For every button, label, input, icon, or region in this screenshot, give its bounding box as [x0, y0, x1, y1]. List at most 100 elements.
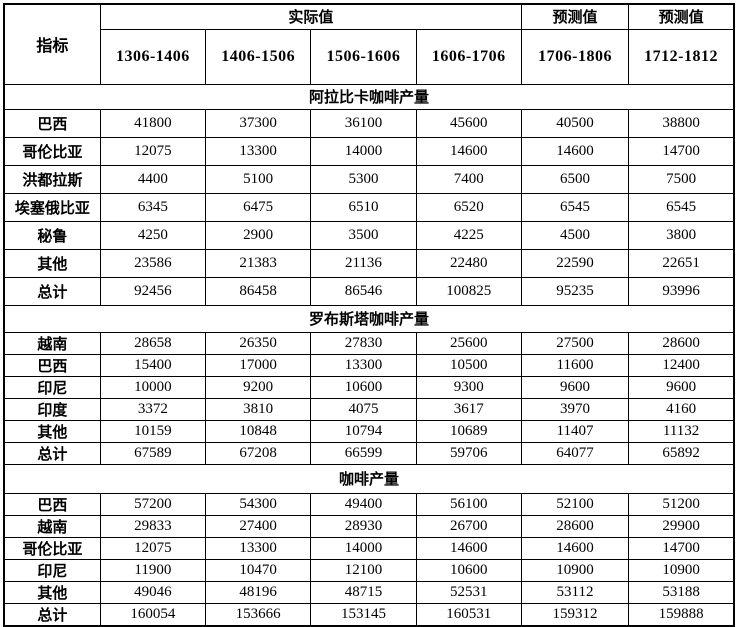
table-row: 其他 10159 10848 10794 10689 11407 11132 — [3, 419, 735, 443]
section-band-row: 阿拉比卡咖啡产量 — [3, 83, 735, 110]
row-label: 其他 — [3, 248, 101, 278]
row-label: 印尼 — [3, 558, 101, 582]
value-cell: 11132 — [628, 419, 735, 443]
value-cell: 13300 — [205, 136, 312, 166]
value-cell: 3617 — [415, 397, 522, 421]
value-cell: 28658 — [99, 331, 207, 355]
table-row: 其他 49046 48196 48715 52531 53112 53188 — [3, 580, 735, 604]
period-column-header: 1706-1806 — [520, 28, 630, 85]
value-cell: 49046 — [99, 580, 207, 604]
value-cell: 6545 — [520, 192, 630, 222]
value-cell: 9600 — [628, 375, 735, 399]
value-cell: 4500 — [520, 220, 630, 250]
section-title: 罗布斯塔咖啡产量 — [3, 304, 735, 333]
value-cell: 4225 — [415, 220, 522, 250]
row-label: 埃塞俄比亚 — [3, 192, 101, 222]
value-cell: 65892 — [628, 441, 735, 465]
row-label: 巴西 — [3, 353, 101, 377]
row-label: 总计 — [3, 441, 101, 465]
value-cell: 14700 — [628, 136, 735, 166]
value-cell: 3800 — [628, 220, 735, 250]
row-label: 哥伦比亚 — [3, 136, 101, 166]
value-cell: 59706 — [415, 441, 522, 465]
value-cell: 53112 — [520, 580, 630, 604]
table-row: 越南 28658 26350 27830 25600 27500 28600 — [3, 331, 735, 355]
value-cell: 100825 — [415, 276, 522, 306]
value-cell: 160054 — [99, 602, 207, 626]
table-row: 哥伦比亚 12075 13300 14000 14600 14600 14700 — [3, 136, 735, 166]
value-cell: 2900 — [205, 220, 312, 250]
value-cell: 45600 — [415, 108, 522, 138]
value-cell: 26350 — [205, 331, 312, 355]
table-row: 巴西 41800 37300 36100 45600 40500 38800 — [3, 108, 735, 138]
value-cell: 6475 — [205, 192, 312, 222]
value-cell: 12075 — [99, 136, 207, 166]
table-row: 其他 23586 21383 21136 22480 22590 22651 — [3, 248, 735, 278]
value-cell: 93996 — [628, 276, 735, 306]
value-cell: 10470 — [205, 558, 312, 582]
value-cell: 40500 — [520, 108, 630, 138]
value-cell: 27400 — [205, 514, 312, 538]
row-label: 印尼 — [3, 375, 101, 399]
period-column-header: 1506-1606 — [310, 28, 417, 85]
value-cell: 11900 — [99, 558, 207, 582]
table-header: 指标 实际值 预测值 预测值 1306-1406 1406-1506 1506-1606… — [3, 3, 735, 85]
value-cell: 27830 — [310, 331, 417, 355]
value-cell: 86546 — [310, 276, 417, 306]
value-cell: 13300 — [205, 536, 312, 560]
value-cell: 9600 — [520, 375, 630, 399]
value-cell: 12100 — [310, 558, 417, 582]
value-cell: 25600 — [415, 331, 522, 355]
value-cell: 10159 — [99, 419, 207, 443]
table-row: 印尼 11900 10470 12100 10600 10900 10900 — [3, 558, 735, 582]
row-label: 巴西 — [3, 492, 101, 516]
value-cell: 22590 — [520, 248, 630, 278]
value-cell: 160531 — [415, 602, 522, 626]
value-cell: 48196 — [205, 580, 312, 604]
coffee-production-table: 指标 实际值 预测值 预测值 1306-1406 1406-1506 1506-1606… — [3, 3, 735, 627]
value-cell: 23586 — [99, 248, 207, 278]
value-cell: 10689 — [415, 419, 522, 443]
table-row: 巴西 57200 54300 49400 56100 52100 51200 — [3, 492, 735, 516]
period-column-header: 1306-1406 — [99, 28, 207, 85]
value-cell: 37300 — [205, 108, 312, 138]
column-group-header: 预测值 — [628, 3, 735, 30]
value-cell: 7500 — [628, 164, 735, 194]
value-cell: 38800 — [628, 108, 735, 138]
row-label: 巴西 — [3, 108, 101, 138]
value-cell: 159312 — [520, 602, 630, 626]
table-row: 印度 3372 3810 4075 3617 3970 4160 — [3, 397, 735, 421]
value-cell: 49400 — [310, 492, 417, 516]
value-cell: 29900 — [628, 514, 735, 538]
value-cell: 26700 — [415, 514, 522, 538]
value-cell: 92456 — [99, 276, 207, 306]
table-row: 总计 67589 67208 66599 59706 64077 65892 — [3, 441, 735, 465]
value-cell: 9300 — [415, 375, 522, 399]
value-cell: 10848 — [205, 419, 312, 443]
row-label: 越南 — [3, 331, 101, 355]
value-cell: 10000 — [99, 375, 207, 399]
table-row: 越南 29833 27400 28930 26700 28600 29900 — [3, 514, 735, 538]
column-group-header: 预测值 — [520, 3, 630, 30]
value-cell: 3810 — [205, 397, 312, 421]
value-cell: 95235 — [520, 276, 630, 306]
value-cell: 64077 — [520, 441, 630, 465]
value-cell: 4400 — [99, 164, 207, 194]
value-cell: 52100 — [520, 492, 630, 516]
value-cell: 28600 — [520, 514, 630, 538]
value-cell: 10600 — [415, 558, 522, 582]
value-cell: 21383 — [205, 248, 312, 278]
value-cell: 11600 — [520, 353, 630, 377]
value-cell: 28600 — [628, 331, 735, 355]
section-band-row: 罗布斯塔咖啡产量 — [3, 304, 735, 333]
value-cell: 6510 — [310, 192, 417, 222]
value-cell: 67208 — [205, 441, 312, 465]
value-cell: 10900 — [520, 558, 630, 582]
value-cell: 5100 — [205, 164, 312, 194]
value-cell: 22651 — [628, 248, 735, 278]
value-cell: 12075 — [99, 536, 207, 560]
table-row: 巴西 15400 17000 13300 10500 11600 12400 — [3, 353, 735, 377]
header-group-row: 指标 实际值 预测值 预测值 — [3, 3, 735, 85]
value-cell: 48715 — [310, 580, 417, 604]
